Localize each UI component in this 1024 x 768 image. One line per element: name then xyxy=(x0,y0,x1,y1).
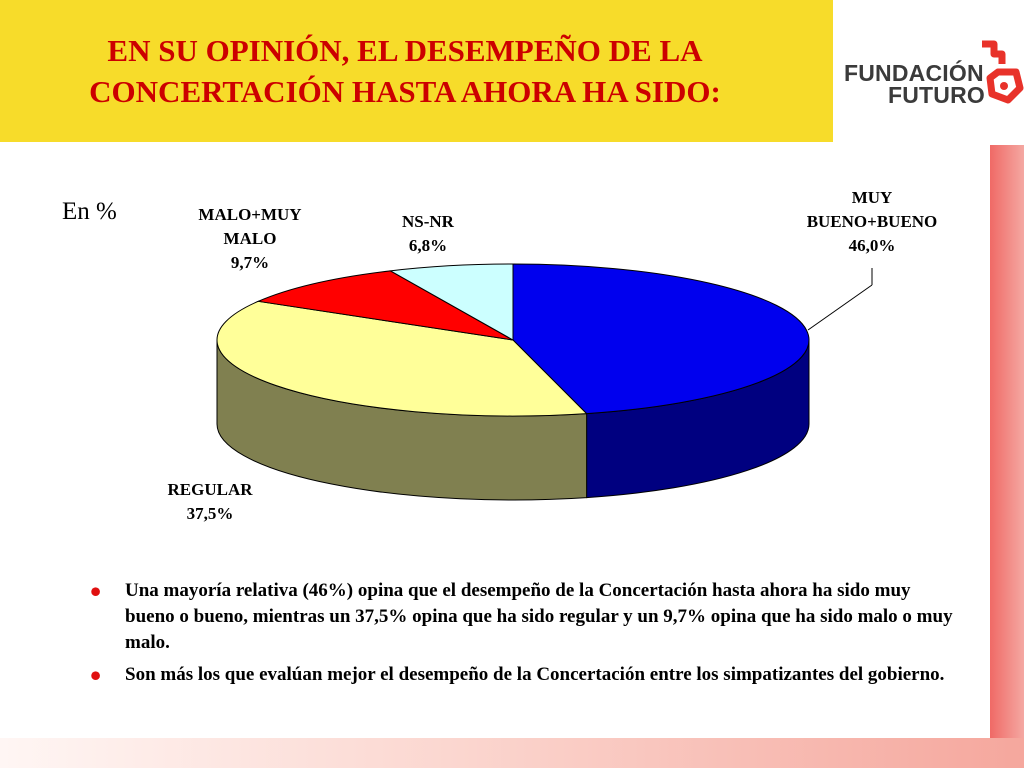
bullet-item: • Una mayoría relativa (46%) opina que e… xyxy=(90,573,960,656)
leader-line xyxy=(807,284,873,331)
bullet-list: • Una mayoría relativa (46%) opina que e… xyxy=(90,573,960,694)
chart-unit-label: En % xyxy=(62,198,117,225)
slice-label-line: MALO+MUY xyxy=(198,205,302,224)
slice-label-muy-bueno-bueno: MUY BUENO+BUENO 46,0% xyxy=(788,186,956,258)
bottom-decorative-bar xyxy=(0,738,1024,768)
slice-label-line: 6,8% xyxy=(408,236,448,255)
bullet-text: Una mayoría relativa (46%) opina que el … xyxy=(125,580,953,653)
pie-slice-malo-muy-malo xyxy=(256,270,514,341)
pie-slice-muy-bueno-bueno xyxy=(512,263,810,415)
fundacion-futuro-logo: FUNDACIÓN FUTURO xyxy=(844,38,1024,108)
slice-label-line: BUENO+BUENO xyxy=(806,212,938,231)
logo-line-1: FUNDACIÓN xyxy=(844,60,984,86)
slice-label-line: 9,7% xyxy=(230,253,270,272)
slice-label-regular: REGULAR 37,5% xyxy=(150,478,270,526)
slice-label-line: 46,0% xyxy=(848,236,896,255)
title-banner: EN SU OPINIÓN, EL DESEMPEÑO DE LA CONCER… xyxy=(0,0,833,142)
logo-line-2: FUTURO xyxy=(888,82,986,108)
slice-label-line: MUY xyxy=(851,188,893,207)
slice-label-ns-nr: NS-NR 6,8% xyxy=(378,210,478,258)
key-icon xyxy=(982,40,1024,104)
pie-slice-regular xyxy=(216,300,588,417)
logo-text: FUNDACIÓN FUTURO xyxy=(844,60,986,108)
slice-label-line: NS-NR xyxy=(402,212,454,231)
slice-label-line: 37,5% xyxy=(186,504,234,523)
title-line-2: CONCERTACIÓN HASTA AHORA HA SIDO: xyxy=(89,74,721,109)
slice-label-line: MALO xyxy=(223,229,277,248)
slice-label-malo-muy-malo: MALO+MUY MALO 9,7% xyxy=(180,203,320,275)
bullet-dot-icon: • xyxy=(90,657,102,693)
bullet-dot-icon: • xyxy=(90,573,102,609)
bullet-text: Son más los que evalúan mejor el desempe… xyxy=(125,664,945,685)
bullet-item: • Son más los que evalúan mejor el desem… xyxy=(90,657,960,693)
pie-slice-ns-nr xyxy=(388,263,514,341)
title-line-1: EN SU OPINIÓN, EL DESEMPEÑO DE LA xyxy=(107,33,703,68)
page-title: EN SU OPINIÓN, EL DESEMPEÑO DE LA CONCER… xyxy=(0,30,810,112)
slice-label-line: REGULAR xyxy=(167,480,253,499)
right-decorative-bar xyxy=(990,145,1024,768)
